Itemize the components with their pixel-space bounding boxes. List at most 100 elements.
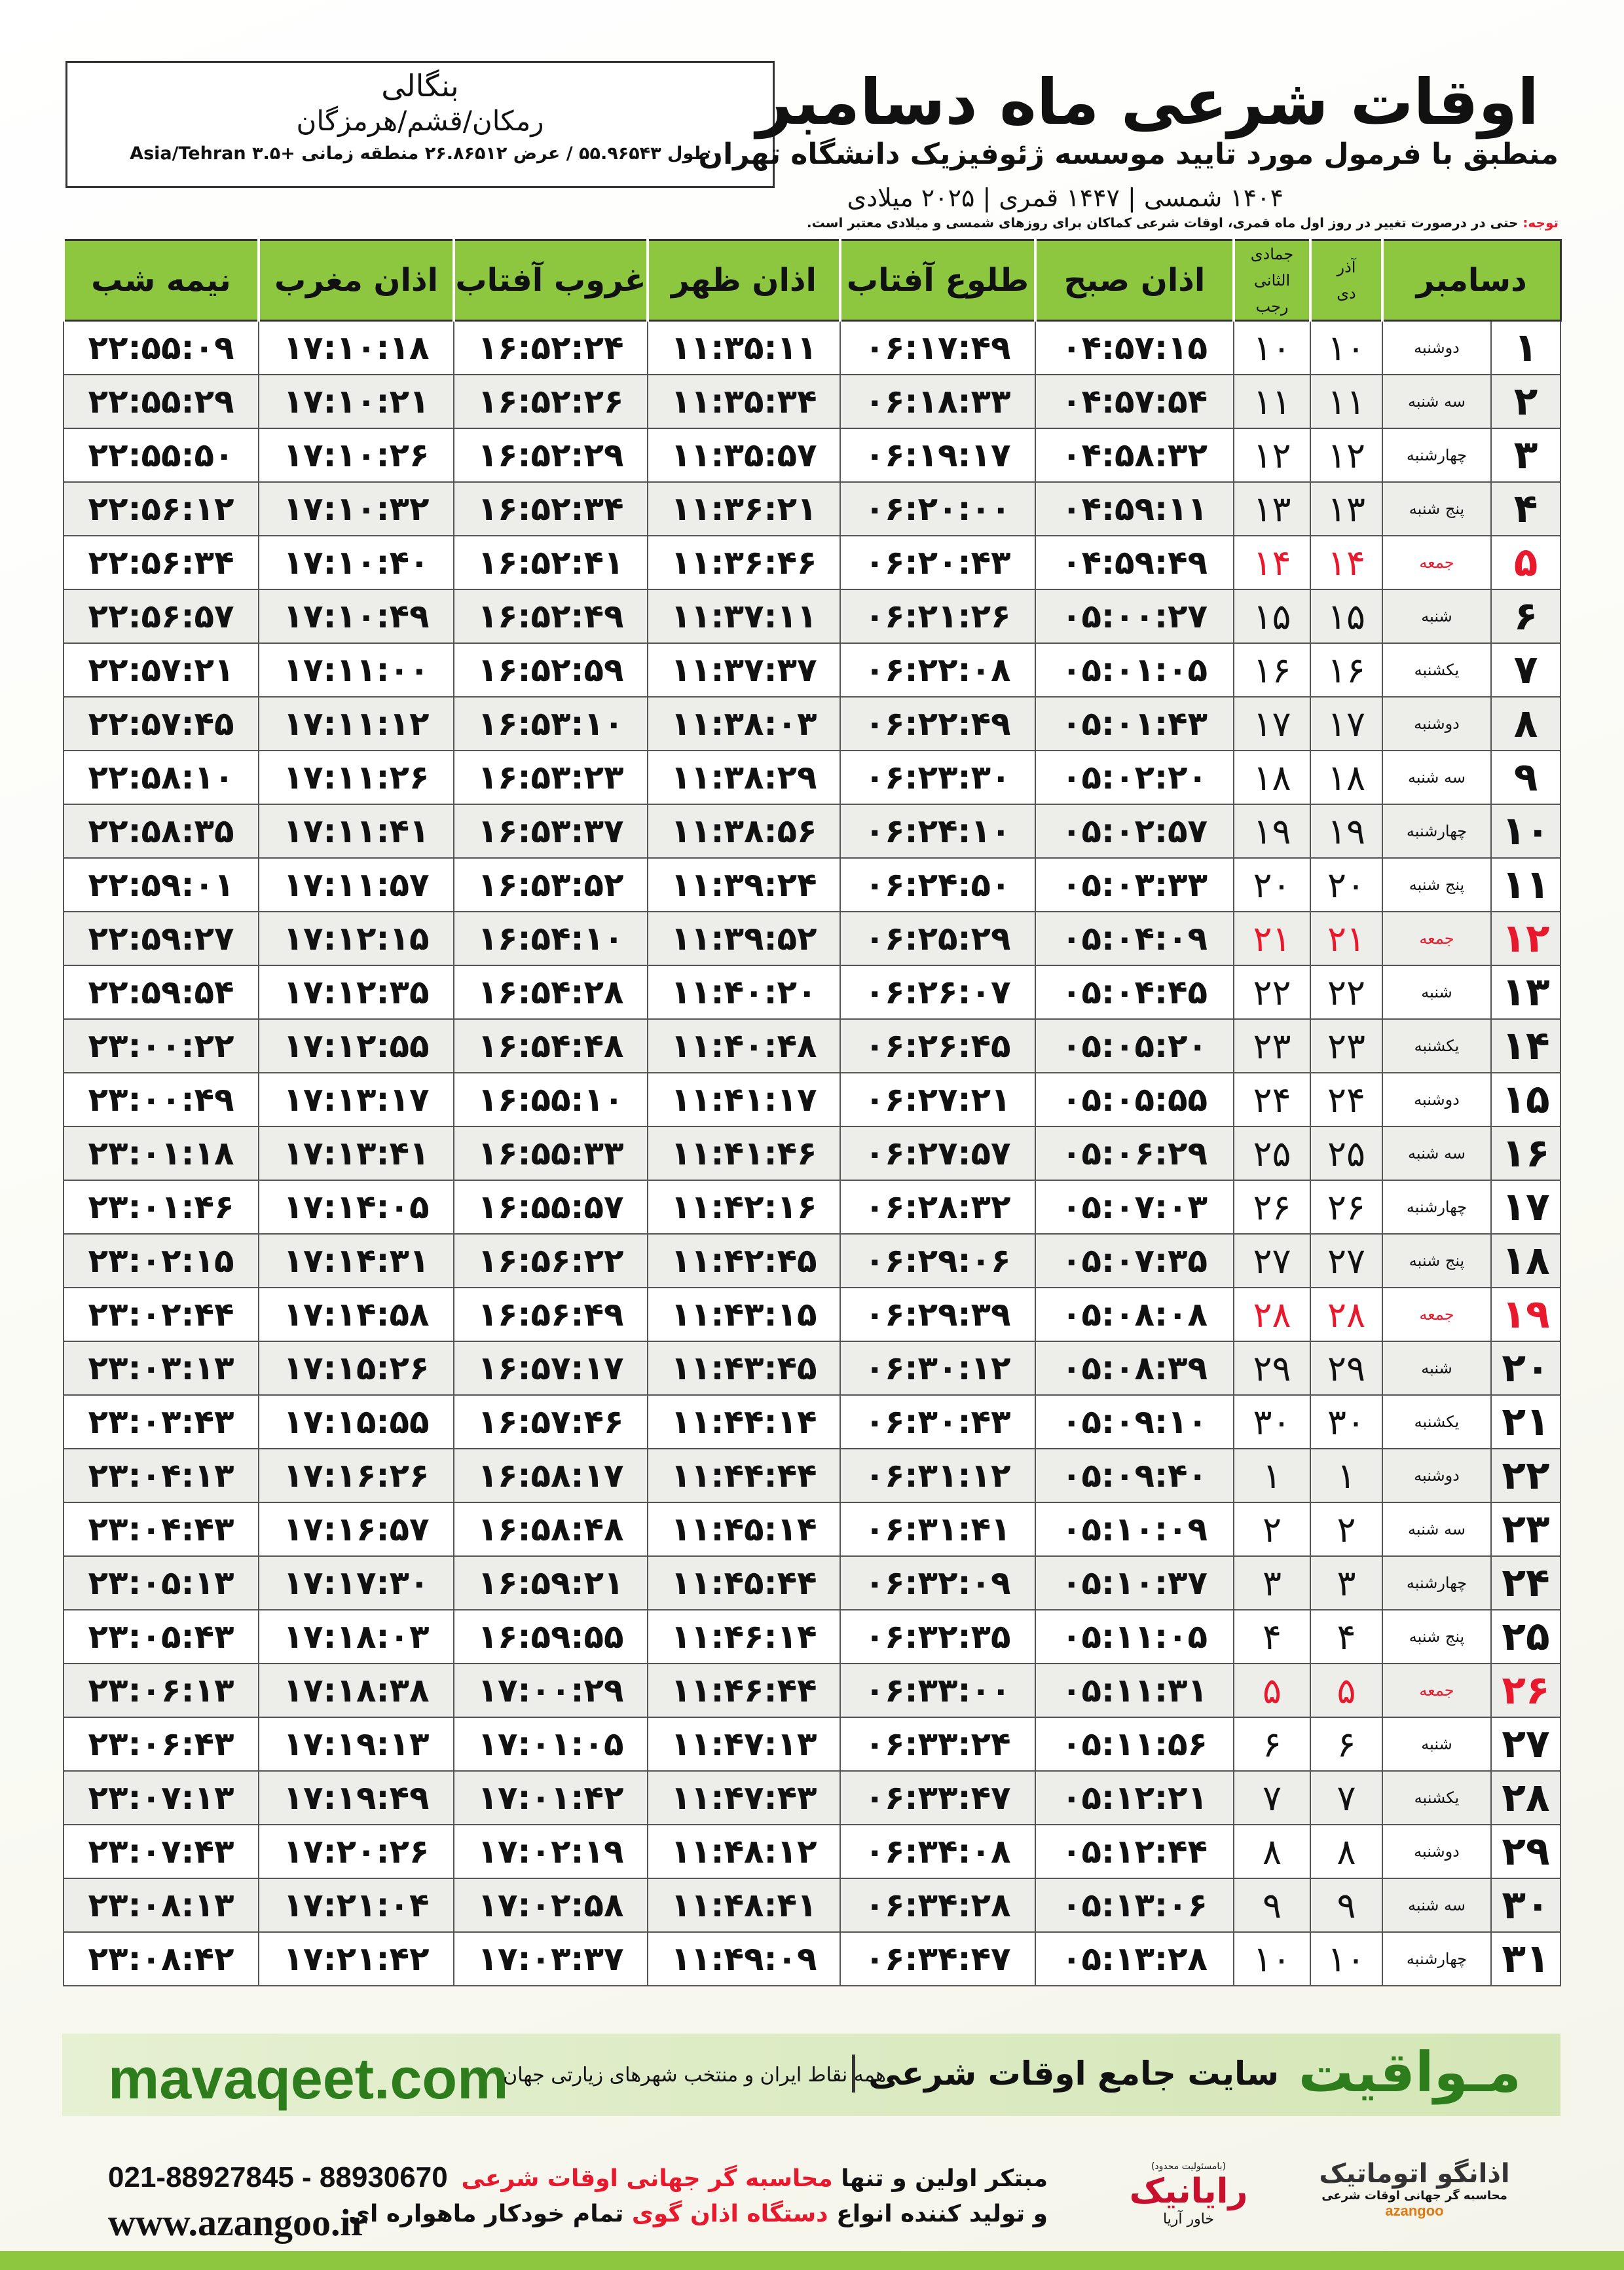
time-cell: ۱۷:۱۹:۱۳ xyxy=(258,1717,454,1772)
time-cell: ۰۴:۵۷:۵۴ xyxy=(1035,374,1234,429)
solar-day: ۱۰ xyxy=(1310,320,1383,375)
time-cell: ۱۱:۴۹:۰۹ xyxy=(647,1931,841,1986)
day-number: ۲ xyxy=(1490,374,1561,429)
lunar-day: ۱ xyxy=(1233,1448,1311,1503)
column-header: طلوع آفتاب xyxy=(839,239,1037,322)
time-cell: ۱۱:۴۰:۴۸ xyxy=(647,1018,841,1073)
time-cell: ۲۳:۰۸:۱۳ xyxy=(63,1878,259,1933)
time-cell: ۱۷:۱۱:۰۰ xyxy=(258,642,454,698)
solar-day: ۱۹ xyxy=(1310,804,1383,859)
solar-day: ۲۲ xyxy=(1310,965,1383,1020)
time-cell: ۱۷:۱۰:۴۰ xyxy=(258,535,454,590)
weekday: دوشنبه xyxy=(1382,320,1492,375)
time-cell: ۰۶:۳۴:۲۸ xyxy=(840,1878,1036,1933)
time-cell: ۱۷:۱۲:۳۵ xyxy=(258,965,454,1020)
text: مبتکر اولین و تنها xyxy=(841,2165,1048,2192)
solar-day: ۳۰ xyxy=(1310,1394,1383,1449)
time-cell: ۰۶:۳۰:۱۲ xyxy=(840,1341,1036,1396)
solar-day: ۷ xyxy=(1310,1770,1383,1825)
table-row: ۸ دوشنبه ۱۷ ۱۷ ۰۵:۰۱:۴۳ ۰۶:۲۲:۴۹ ۱۱:۳۸:۰۳ ۱۶:۵۳… xyxy=(63,696,1561,751)
time-cell: ۱۶:۵۸:۴۸ xyxy=(453,1502,648,1557)
table-row: ۱۲ جمعه ۲۱ ۲۱ ۰۵:۰۴:۰۹ ۰۶:۲۵:۲۹ ۱۱:۳۹:۵۲ ۱۶:۵۴:… xyxy=(63,911,1561,966)
time-cell: ۰۵:۰۴:۰۹ xyxy=(1035,911,1234,966)
table-row: ۱۶ سه شنبه ۲۵ ۲۵ ۰۵:۰۶:۲۹ ۰۶:۲۷:۵۷ ۱۱:۴۱:۴۶ ۱۶:… xyxy=(63,1126,1561,1181)
time-cell: ۱۷:۱۷:۳۰ xyxy=(258,1555,454,1610)
solar-day: ۶ xyxy=(1310,1717,1383,1772)
time-cell: ۲۳:۰۲:۴۴ xyxy=(63,1287,259,1342)
company-note: (بامسئولیت محدود) xyxy=(1151,2161,1227,2172)
time-cell: ۲۳:۰۶:۱۳ xyxy=(63,1663,259,1718)
day-number: ۱۶ xyxy=(1490,1126,1561,1181)
location-name: بنگالی xyxy=(381,68,459,103)
table-row: ۱۸ پنج شنبه ۲۷ ۲۷ ۰۵:۰۷:۳۵ ۰۶:۲۹:۰۶ ۱۱:۴۲:۴۵ ۱۶… xyxy=(63,1233,1561,1288)
prayer-table: دسامبر آذر دی جمادی الثانی رجب اذان صبح طلو… xyxy=(62,239,1562,1986)
time-cell: ۱۷:۰۲:۵۸ xyxy=(453,1878,648,1933)
day-number: ۱۵ xyxy=(1490,1072,1561,1127)
weekday: جمعه xyxy=(1382,1287,1492,1342)
footer-text: مبتکر اولین و تنها محاسبه گر جهانی اوقات… xyxy=(348,2161,1048,2232)
time-cell: ۱۶:۵۹:۲۱ xyxy=(453,1555,648,1610)
time-cell: ۱۱:۴۵:۴۴ xyxy=(647,1555,841,1610)
time-cell: ۰۵:۰۶:۲۹ xyxy=(1035,1126,1234,1181)
solar-day: ۲۵ xyxy=(1310,1126,1383,1181)
time-cell: ۱۶:۵۳:۳۷ xyxy=(453,804,648,859)
time-cell: ۲۲:۵۹:۰۱ xyxy=(63,857,259,912)
time-cell: ۰۵:۱۰:۳۷ xyxy=(1035,1555,1234,1610)
time-cell: ۱۷:۰۱:۰۵ xyxy=(453,1717,648,1772)
lunar-day: ۲۰ xyxy=(1233,857,1311,912)
time-cell: ۱۷:۱۳:۴۱ xyxy=(258,1126,454,1181)
time-cell: ۰۵:۱۱:۰۵ xyxy=(1035,1609,1234,1664)
lunar-day: ۳۰ xyxy=(1233,1394,1311,1449)
time-cell: ۲۲:۵۶:۵۷ xyxy=(63,589,259,644)
time-cell: ۰۶:۳۱:۴۱ xyxy=(840,1502,1036,1557)
text: تمام خودکار ماهواره ای xyxy=(348,2201,624,2227)
month-header: دسامبر xyxy=(1381,239,1562,322)
footer-url: www.azangoo.ir xyxy=(108,2201,368,2244)
time-cell: ۰۵:۰۱:۰۵ xyxy=(1035,642,1234,698)
time-cell: ۱۷:۱۴:۰۵ xyxy=(258,1180,454,1235)
company-logo: (بامسئولیت محدود) رایانیک خاور آریا xyxy=(1113,2161,1264,2227)
time-cell: ۲۳:۰۱:۱۸ xyxy=(63,1126,259,1181)
table-row: ۱۳ شنبه ۲۲ ۲۲ ۰۵:۰۴:۴۵ ۰۶:۲۶:۰۷ ۱۱:۴۰:۲۰ ۱۶:۵۴:… xyxy=(63,965,1561,1020)
time-cell: ۱۱:۳۵:۱۱ xyxy=(647,320,841,375)
time-cell: ۱۶:۵۲:۴۹ xyxy=(453,589,648,644)
lunar-day: ۴ xyxy=(1233,1609,1311,1664)
solar-day: ۸ xyxy=(1310,1824,1383,1879)
day-number: ۲۲ xyxy=(1490,1448,1561,1503)
title: اوقات شرعی ماه دسامبر xyxy=(756,65,1539,139)
time-cell: ۰۴:۵۹:۱۱ xyxy=(1035,481,1234,536)
lunar-day: ۱۴ xyxy=(1233,535,1311,590)
time-cell: ۱۱:۴۱:۱۷ xyxy=(647,1072,841,1127)
lunar-day: ۳ xyxy=(1233,1555,1311,1610)
time-cell: ۱۱:۴۶:۴۴ xyxy=(647,1663,841,1718)
time-cell: ۱۱:۳۵:۳۴ xyxy=(647,374,841,429)
weekday: چهارشنبه xyxy=(1382,1931,1492,1986)
time-cell: ۲۳:۰۲:۱۵ xyxy=(63,1233,259,1288)
table-row: ۲ سه شنبه ۱۱ ۱۱ ۰۴:۵۷:۵۴ ۰۶:۱۸:۳۳ ۱۱:۳۵:۳۴ ۱۶:۵… xyxy=(63,374,1561,429)
time-cell: ۱۶:۵۳:۱۰ xyxy=(453,696,648,751)
time-cell: ۰۶:۳۴:۴۷ xyxy=(840,1931,1036,1986)
solar-day: ۱۷ xyxy=(1310,696,1383,751)
time-cell: ۱۷:۱۸:۳۸ xyxy=(258,1663,454,1718)
time-cell: ۱۱:۴۲:۴۵ xyxy=(647,1233,841,1288)
solar-day: ۱۱ xyxy=(1310,374,1383,429)
lunar-day: ۲ xyxy=(1233,1502,1311,1557)
solar-day: ۲۰ xyxy=(1310,857,1383,912)
company-brand: azangoo xyxy=(1385,2203,1444,2219)
time-cell: ۲۳:۰۴:۴۳ xyxy=(63,1502,259,1557)
table-row: ۱ دوشنبه ۱۰ ۱۰ ۰۴:۵۷:۱۵ ۰۶:۱۷:۴۹ ۱۱:۳۵:۱۱ ۱۶:۵۲… xyxy=(63,320,1561,375)
subtitle: منطبق با فرمول مورد تایید موسسه ژئوفیزیک… xyxy=(698,138,1559,171)
column-header: اذان صبح xyxy=(1034,239,1235,322)
lunar-day: ۱۰ xyxy=(1233,320,1311,375)
site-url: mavaqeet.com xyxy=(108,2046,509,2111)
day-number: ۱۸ xyxy=(1490,1233,1561,1288)
time-cell: ۱۶:۵۴:۲۸ xyxy=(453,965,648,1020)
day-number: ۹ xyxy=(1490,750,1561,805)
table-row: ۲۹ دوشنبه ۸ ۸ ۰۵:۱۲:۴۴ ۰۶:۳۴:۰۸ ۱۱:۴۸:۱۲ ۱۷:۰۲:… xyxy=(63,1824,1561,1879)
weekday: سه شنبه xyxy=(1382,1502,1492,1557)
location-region: رمکان/قشم/هرمزگان xyxy=(296,105,544,137)
time-cell: ۱۱:۳۵:۵۷ xyxy=(647,428,841,483)
day-number: ۸ xyxy=(1490,696,1561,751)
note-text: حتی در درصورت تغییر در روز اول ماه قمری،… xyxy=(807,215,1519,231)
time-cell: ۲۲:۵۸:۳۵ xyxy=(63,804,259,859)
